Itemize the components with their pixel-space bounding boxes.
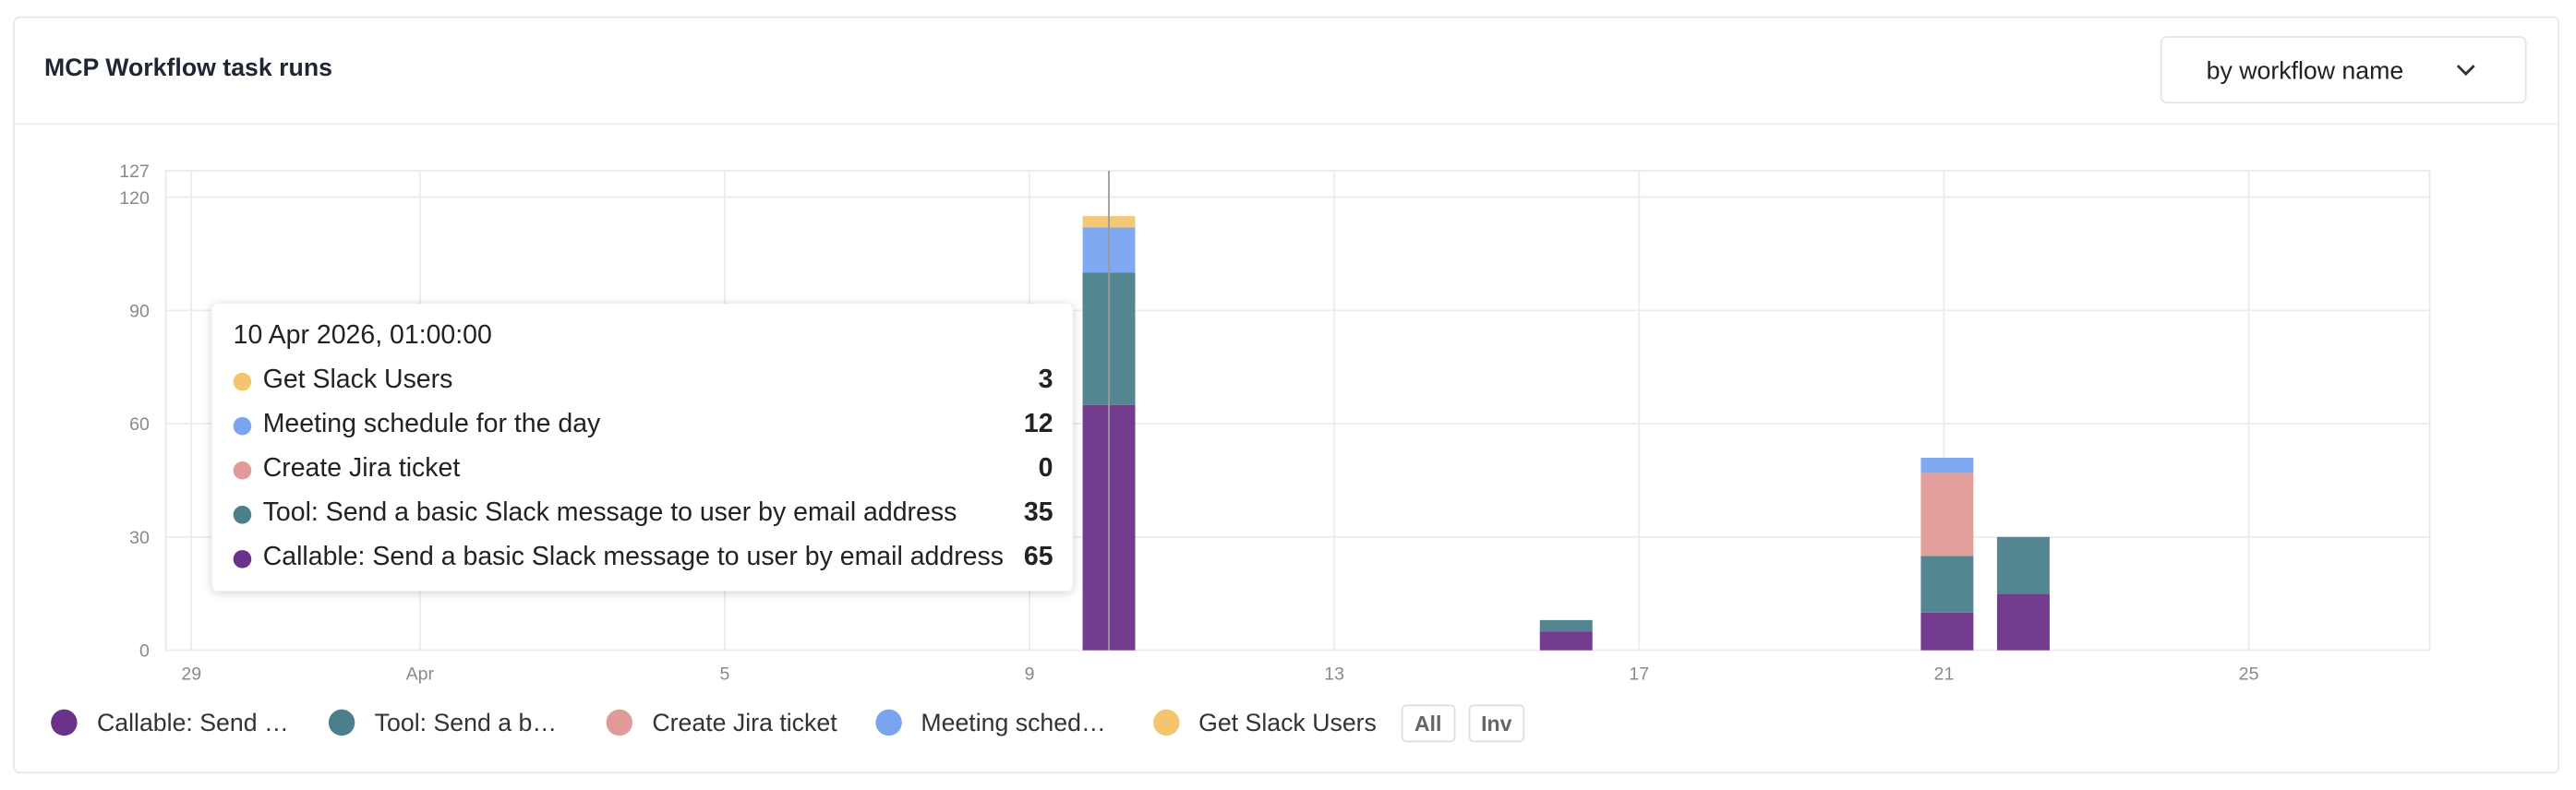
tooltip-row: Meeting schedule for the day 12	[233, 409, 1053, 442]
x-tick-label: Apr	[406, 664, 435, 685]
tooltip-value: 3	[1038, 365, 1053, 395]
legend-label: Tool: Send a basic Slack message to user…	[374, 708, 569, 737]
y-tick-label: 127	[119, 162, 150, 182]
tooltip-swatch	[233, 461, 252, 480]
tooltip: 10 Apr 2026, 01:00:00 Get Slack Users 3 Me…	[211, 304, 1073, 592]
x-tick-label: 9	[1025, 664, 1035, 685]
legend-item[interactable]: Tool: Send a basic Slack message to user…	[328, 708, 569, 737]
legend-label: Get Slack Users	[1198, 708, 1377, 737]
tooltip-row: Get Slack Users 3	[233, 365, 1053, 398]
tooltip-row: Create Jira ticket 0	[233, 453, 1053, 486]
legend-item[interactable]: Create Jira ticket	[606, 708, 837, 737]
tooltip-row: Tool: Send a basic Slack message to user…	[233, 497, 1053, 531]
tooltip-value: 65	[1023, 543, 1053, 572]
x-tick-label: 13	[1324, 664, 1344, 685]
legend-swatch	[1152, 709, 1179, 736]
bar-segment	[1920, 457, 1974, 473]
tooltip-title: 10 Apr 2026, 01:00:00	[233, 321, 492, 350]
legend-label: Meeting schedule for the day	[921, 708, 1114, 737]
y-tick-label: 0	[139, 641, 150, 662]
tooltip-series-name: Create Jira ticket	[262, 454, 461, 484]
legend-swatch	[51, 709, 78, 736]
tooltip-series-name: Tool: Send a basic Slack message to user…	[262, 498, 957, 528]
chart-title: MCP Workflow task runs	[44, 54, 332, 82]
tooltip-value: 12	[1023, 410, 1053, 439]
chevron-icon	[2456, 65, 2475, 77]
bar-segment	[1996, 536, 2050, 594]
tooltip-swatch	[233, 506, 252, 524]
y-tick-label: 30	[129, 528, 150, 548]
tooltip-series-name: Get Slack Users	[262, 365, 453, 395]
all-button[interactable]: All	[1401, 703, 1455, 742]
tooltip-swatch	[233, 550, 252, 569]
tooltip-series-name: Meeting schedule for the day	[262, 410, 601, 439]
tooltip-swatch	[233, 416, 252, 436]
y-tick-label: 60	[129, 414, 150, 435]
invert-button[interactable]: Inv	[1467, 703, 1525, 742]
x-tick-label: 17	[1629, 664, 1649, 685]
legend-swatch	[606, 709, 633, 736]
bar-segment	[1539, 619, 1593, 632]
bar-segment	[1996, 593, 2050, 651]
tooltip-swatch	[233, 372, 252, 391]
legend-item[interactable]: Get Slack Users	[1152, 709, 1377, 736]
x-tick-label: 25	[2239, 664, 2259, 685]
dropdown-label: by workflow name	[2206, 57, 2404, 86]
x-tick-label: 5	[719, 664, 729, 685]
x-tick-label: 21	[1934, 664, 1955, 685]
tooltip-row: Callable: Send a basic Slack message to …	[233, 542, 1053, 575]
bar-segment	[1920, 473, 1974, 557]
legend-swatch	[328, 709, 355, 736]
card-header: MCP Workflow task runs by workflow name	[15, 18, 2558, 126]
legend: Callable: Send a basic Slack message to …	[51, 703, 1538, 743]
y-tick-label: 120	[119, 188, 150, 209]
group-by-dropdown[interactable]: by workflow name	[2160, 36, 2527, 104]
bar-segment	[1920, 612, 1974, 651]
tooltip-series-name: Callable: Send a basic Slack message to …	[262, 543, 1004, 572]
y-tick-label: 90	[129, 302, 150, 322]
tooltip-value: 0	[1038, 454, 1053, 484]
bar-segment	[1920, 556, 1974, 613]
legend-item[interactable]: Callable: Send a basic Slack message to …	[51, 709, 291, 736]
x-tick-label: 29	[181, 664, 201, 685]
legend-label: Create Jira ticket	[652, 708, 837, 737]
card: MCP Workflow task runs by workflow name	[13, 16, 2560, 774]
legend-swatch	[874, 709, 902, 736]
legend-item[interactable]: Meeting schedule for the day	[874, 708, 1114, 737]
bar-segment	[1539, 631, 1593, 651]
legend-label: Callable: Send a basic Slack message to …	[96, 708, 291, 737]
tooltip-value: 35	[1023, 498, 1053, 528]
